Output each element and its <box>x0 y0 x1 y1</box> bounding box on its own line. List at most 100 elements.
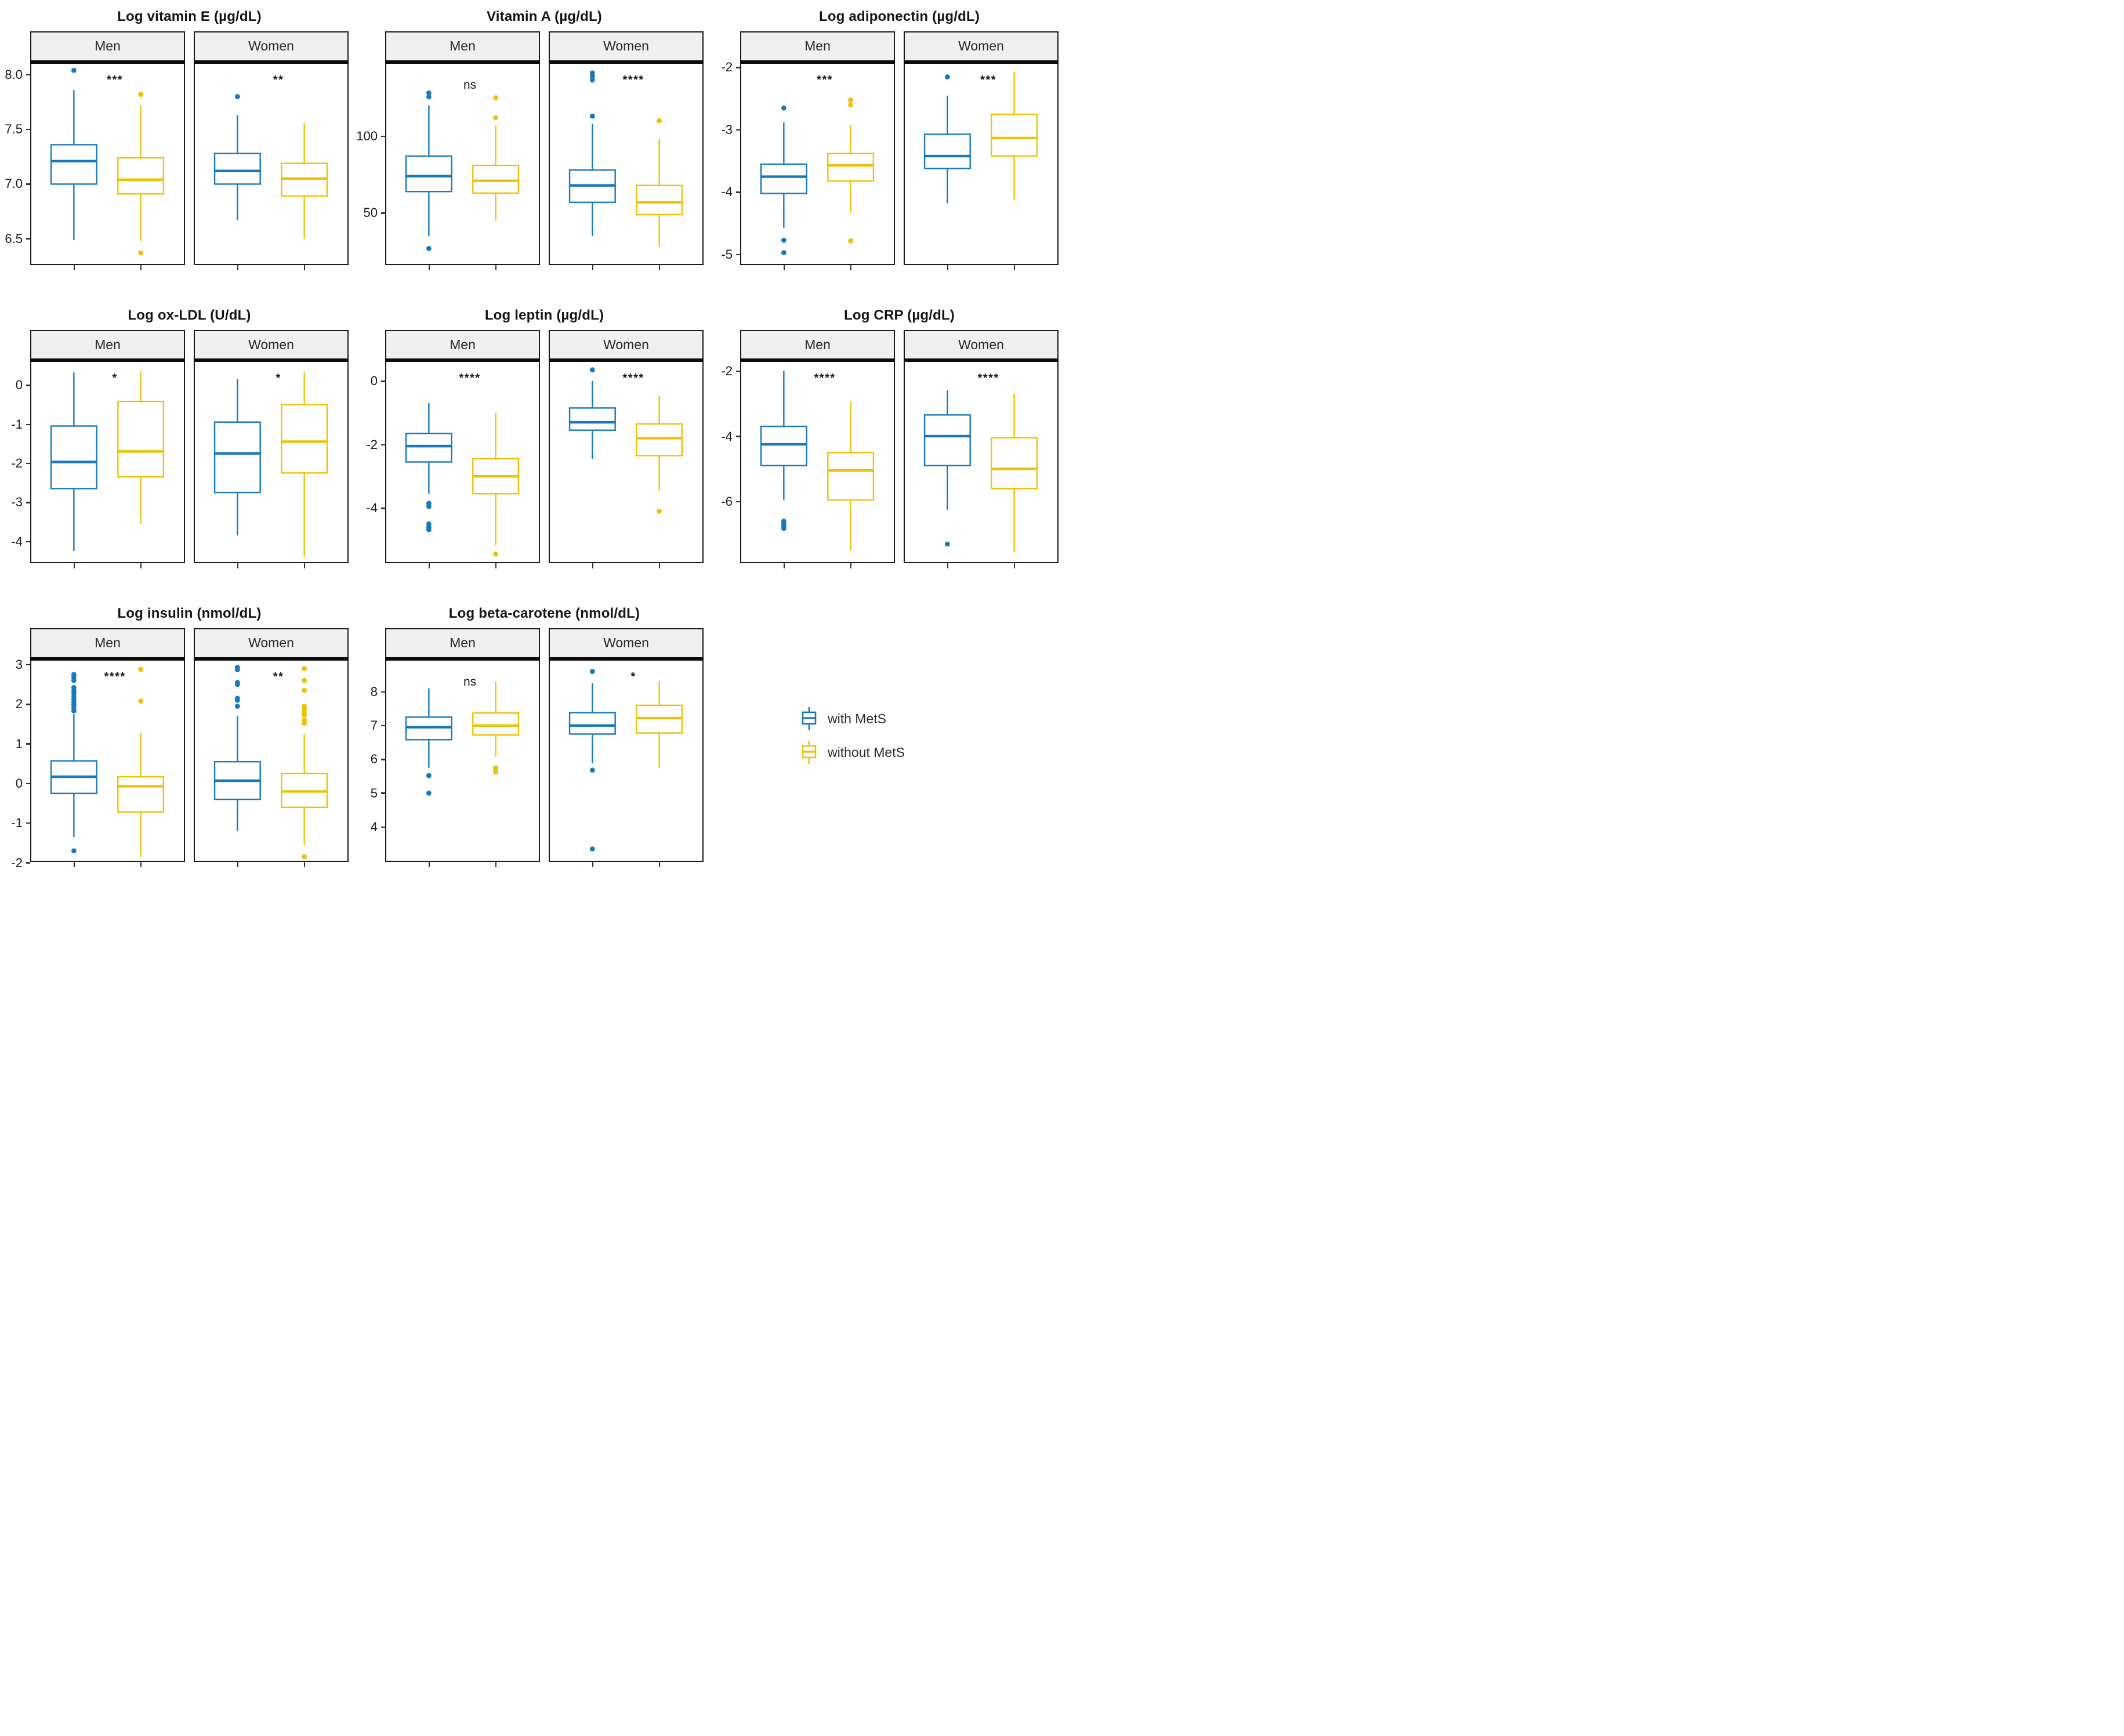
plot-panel: * <box>30 362 185 564</box>
y-tick-label: 5 <box>370 785 378 800</box>
strip-divider <box>740 60 895 64</box>
y-tick-mark <box>26 238 30 240</box>
x-tick-mark <box>140 264 142 270</box>
strip-divider <box>385 60 540 64</box>
facet-strip-label: Men <box>95 635 121 651</box>
outlier-point <box>781 249 786 255</box>
boxplot-glyph-icon <box>802 707 817 731</box>
strip-divider <box>385 358 540 363</box>
boxplot-canvas: ** <box>195 660 347 861</box>
facet-strip: Women <box>194 31 349 60</box>
x-tick-mark <box>303 861 306 867</box>
box <box>923 133 971 169</box>
box <box>117 775 165 813</box>
box <box>472 164 520 194</box>
facet-strip: Men <box>740 329 895 359</box>
box <box>760 426 807 467</box>
significance-label: **** <box>459 372 481 385</box>
y-tick-label: 4 <box>370 819 378 834</box>
x-axis-ticks <box>194 861 349 871</box>
plot-panel: **** <box>385 362 540 564</box>
box <box>213 421 261 494</box>
y-tick-mark <box>26 462 30 465</box>
box <box>117 157 165 195</box>
outlier-point <box>234 667 240 672</box>
facet-panel-men: Men ns <box>385 628 540 871</box>
y-tick-mark <box>381 724 385 727</box>
y-tick-label: -1 <box>11 416 23 432</box>
facet-strip: Women <box>194 628 349 657</box>
y-tick-label: 7.0 <box>5 176 23 191</box>
y-tick-label: 100 <box>356 128 378 143</box>
significance-label: **** <box>814 372 836 385</box>
outlier-point <box>302 677 307 683</box>
chart-title: Log leptin (µg/dL) <box>484 307 604 323</box>
x-tick-mark <box>495 861 497 867</box>
y-axis: -4 -2 0 <box>355 363 385 563</box>
y-tick-mark <box>26 822 30 824</box>
plot-body: -5 -4 -3 -2 Men *** Women *** <box>710 31 1059 274</box>
y-tick-mark <box>736 67 740 68</box>
facet-panel-women: Women ** <box>194 31 349 274</box>
y-tick-mark <box>381 826 385 828</box>
facet-panel-women: Women * <box>194 329 349 573</box>
facet-strip-label: Women <box>603 38 649 54</box>
y-tick-label: 2 <box>15 697 23 712</box>
facet-panel-women: Women **** <box>904 329 1059 573</box>
box <box>991 113 1038 157</box>
chart-title: Log adiponectin (µg/dL) <box>818 9 980 24</box>
plot-group-log-ox-ldl: Log ox-LDL (U/dL) -4 -3 -2 -1 0 Men * Women … <box>0 307 349 573</box>
facet-panel-men: Men **** <box>30 628 185 871</box>
boxplot-canvas: **** <box>386 362 538 563</box>
significance-label: * <box>276 372 281 385</box>
x-tick-mark <box>592 563 593 569</box>
significance-label: ** <box>273 73 284 86</box>
plot-panel: *** <box>904 63 1059 265</box>
box <box>568 712 616 735</box>
x-tick-mark <box>658 264 661 270</box>
plot-panel: ** <box>194 660 349 862</box>
outlier-point <box>138 698 144 704</box>
legend-label: with MetS <box>828 711 886 726</box>
facet-strip: Men <box>30 329 185 359</box>
x-tick-mark <box>658 861 661 867</box>
y-tick-label: 3 <box>15 657 23 672</box>
strip-divider <box>194 657 349 661</box>
y-tick-label: -3 <box>721 122 733 137</box>
boxplot-canvas: * <box>31 362 183 563</box>
x-tick-mark <box>1013 264 1016 270</box>
x-tick-mark <box>237 264 238 270</box>
plot-panel: * <box>549 660 704 862</box>
box <box>636 184 683 215</box>
y-tick-mark <box>26 862 30 864</box>
x-tick-mark <box>73 264 75 270</box>
outlier-point <box>493 769 499 775</box>
legend-item-with-mets: with MetS <box>800 706 1065 731</box>
box <box>991 437 1038 490</box>
x-tick-mark <box>303 264 306 270</box>
y-tick-mark <box>736 191 740 193</box>
outlier-point <box>589 77 595 82</box>
plot-group-log-crp: Log CRP (µg/dL) -6 -4 -2 Men **** Women **… <box>710 307 1059 573</box>
plot-group-log-insulin: Log insulin (nmol/dL) -2 -1 0 1 2 3 Men **** … <box>0 605 349 871</box>
significance-label: * <box>630 671 636 683</box>
box <box>923 414 971 467</box>
plot-panel: *** <box>740 63 895 265</box>
outlier-point <box>589 767 595 773</box>
outlier-point <box>781 237 786 243</box>
outlier-point <box>589 846 595 851</box>
x-tick-mark <box>850 264 852 270</box>
y-tick-mark <box>736 253 740 256</box>
y-tick-mark <box>26 743 30 745</box>
facet-panel-women: Women * <box>549 628 704 871</box>
significance-label: *** <box>980 73 996 86</box>
chart-title: Log ox-LDL (U/dL) <box>128 307 251 323</box>
boxplot-canvas: ** <box>195 63 347 264</box>
y-tick-mark <box>26 74 30 76</box>
outlier-point <box>71 677 77 683</box>
facet-strip: Women <box>904 329 1059 359</box>
significance-label: *** <box>107 73 123 86</box>
x-tick-mark <box>428 264 430 270</box>
facet-panel-women: Women **** <box>549 31 704 274</box>
y-tick-label: 7.5 <box>5 122 23 137</box>
